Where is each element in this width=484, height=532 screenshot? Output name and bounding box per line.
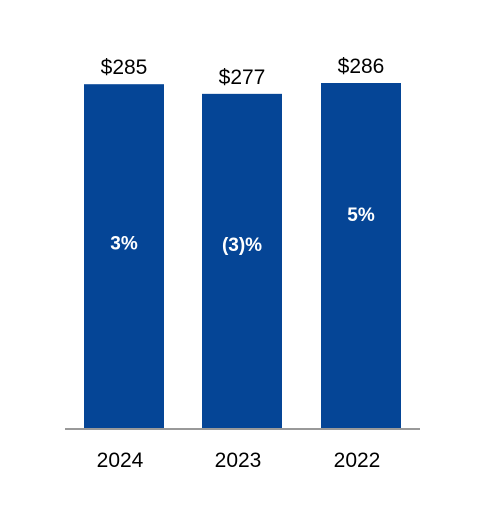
- value-label-2023: $277: [219, 66, 266, 89]
- bars-group: [84, 83, 401, 429]
- labels-group: $285 3% 2024 $277 (3)% 2023 $286 5% 2022: [97, 55, 385, 472]
- change-label-2024: 3%: [110, 233, 138, 254]
- bar-2022: [321, 83, 401, 428]
- change-label-2022: 5%: [347, 205, 375, 226]
- bar-2023: [202, 93, 282, 429]
- change-label-2023: (3)%: [222, 235, 262, 256]
- bar-2024: [84, 84, 164, 428]
- value-label-2022: $286: [338, 55, 385, 78]
- x-tick-label-2024: 2024: [97, 449, 144, 472]
- x-tick-label-2023: 2023: [215, 449, 262, 472]
- value-label-2024: $285: [101, 56, 148, 79]
- x-tick-label-2022: 2022: [334, 449, 381, 472]
